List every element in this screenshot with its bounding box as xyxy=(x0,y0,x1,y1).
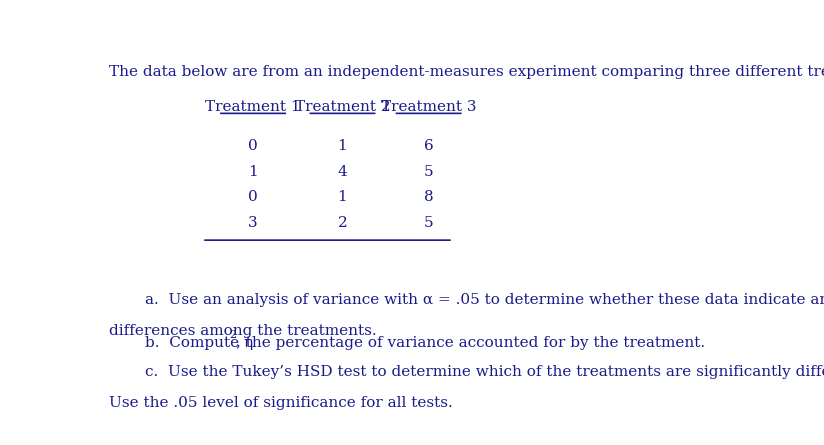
Text: 2: 2 xyxy=(229,330,236,340)
Text: 2: 2 xyxy=(338,216,348,230)
Text: 5: 5 xyxy=(424,165,433,179)
Text: , the percentage of variance accounted for by the treatment.: , the percentage of variance accounted f… xyxy=(236,336,705,350)
Text: The data below are from an independent-measures experiment comparing three diffe: The data below are from an independent-m… xyxy=(110,65,824,79)
Text: 6: 6 xyxy=(424,139,433,153)
Text: differences among the treatments.: differences among the treatments. xyxy=(110,324,377,338)
Text: Treatment 2: Treatment 2 xyxy=(295,100,391,113)
Text: a.  Use an analysis of variance with α = .05 to determine whether these data ind: a. Use an analysis of variance with α = … xyxy=(144,293,824,307)
Text: 5: 5 xyxy=(424,216,433,230)
Text: 1: 1 xyxy=(338,190,348,204)
Text: 4: 4 xyxy=(338,165,348,179)
Text: 0: 0 xyxy=(248,190,258,204)
Text: b.  Compute η: b. Compute η xyxy=(144,336,253,350)
Text: 1: 1 xyxy=(338,139,348,153)
Text: Use the .05 level of significance for all tests.: Use the .05 level of significance for al… xyxy=(110,396,453,410)
Text: Treatment 3: Treatment 3 xyxy=(381,100,476,113)
Text: 0: 0 xyxy=(248,139,258,153)
Text: Treatment 1: Treatment 1 xyxy=(205,100,301,113)
Text: 1: 1 xyxy=(248,165,258,179)
Text: c.  Use the Tukey’s HSD test to determine which of the treatments are significan: c. Use the Tukey’s HSD test to determine… xyxy=(144,365,824,379)
Text: 3: 3 xyxy=(248,216,258,230)
Text: 8: 8 xyxy=(424,190,433,204)
